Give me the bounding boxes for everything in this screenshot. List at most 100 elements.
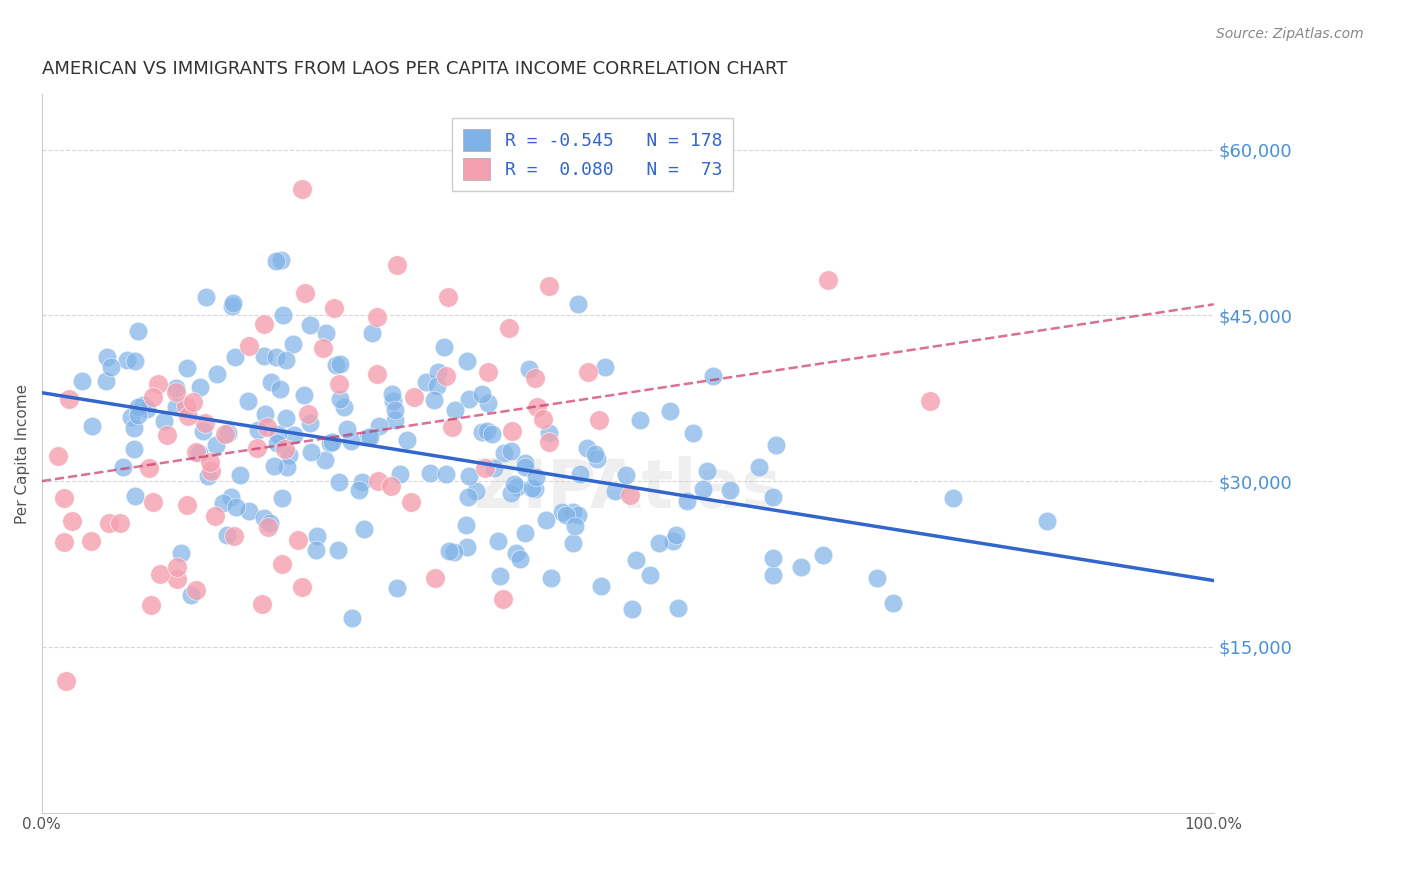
Point xyxy=(702,368,724,383)
Point xyxy=(426,379,449,393)
Point xyxy=(425,571,447,585)
Point xyxy=(212,496,235,510)
Point xyxy=(181,394,204,409)
Point xyxy=(616,467,638,482)
Point xyxy=(620,602,643,616)
Point xyxy=(676,493,699,508)
Point xyxy=(298,417,321,431)
Point xyxy=(224,350,246,364)
Point xyxy=(266,435,288,450)
Point xyxy=(298,318,321,332)
Point xyxy=(387,581,409,595)
Point xyxy=(506,480,529,494)
Point xyxy=(353,522,375,536)
Point xyxy=(357,430,380,444)
Point xyxy=(509,552,531,566)
Point xyxy=(321,434,343,449)
Point xyxy=(1036,515,1059,529)
Point xyxy=(865,571,887,585)
Point xyxy=(384,413,406,427)
Point xyxy=(207,367,229,381)
Point xyxy=(46,449,69,463)
Point xyxy=(481,427,503,442)
Point xyxy=(260,376,283,390)
Legend: R = -0.545   N = 178, R =  0.080   N =  73: R = -0.545 N = 178, R = 0.080 N = 73 xyxy=(453,118,733,191)
Point xyxy=(538,435,561,450)
Point xyxy=(82,418,104,433)
Point xyxy=(138,460,160,475)
Point xyxy=(456,540,478,554)
Point xyxy=(254,407,277,421)
Point xyxy=(664,528,686,542)
Point xyxy=(149,566,172,581)
Point xyxy=(505,546,527,560)
Point xyxy=(718,483,741,497)
Point xyxy=(276,459,298,474)
Point xyxy=(436,368,458,383)
Point xyxy=(366,310,388,325)
Point xyxy=(593,359,616,374)
Point xyxy=(110,516,132,530)
Point xyxy=(464,483,486,498)
Point xyxy=(576,365,599,379)
Text: AMERICAN VS IMMIGRANTS FROM LAOS PER CAPITA INCOME CORRELATION CHART: AMERICAN VS IMMIGRANTS FROM LAOS PER CAP… xyxy=(42,60,787,78)
Point xyxy=(333,400,356,414)
Point xyxy=(474,461,496,475)
Point xyxy=(457,469,479,483)
Point xyxy=(229,467,252,482)
Point xyxy=(457,490,479,504)
Point xyxy=(297,407,319,421)
Point xyxy=(328,475,350,489)
Point xyxy=(271,308,294,322)
Point xyxy=(120,409,142,424)
Point xyxy=(142,390,165,404)
Point xyxy=(58,392,80,406)
Point xyxy=(569,467,592,482)
Point xyxy=(224,529,246,543)
Point xyxy=(385,258,408,272)
Point xyxy=(692,482,714,496)
Point xyxy=(305,543,328,558)
Point xyxy=(349,483,371,498)
Point xyxy=(659,404,682,418)
Point xyxy=(166,559,188,574)
Point xyxy=(491,592,513,607)
Point xyxy=(146,376,169,391)
Point xyxy=(501,444,523,458)
Point xyxy=(503,477,526,491)
Point xyxy=(263,458,285,473)
Point xyxy=(551,505,574,519)
Point xyxy=(246,423,269,437)
Point xyxy=(942,491,965,506)
Point xyxy=(561,505,583,519)
Point xyxy=(624,552,647,566)
Point xyxy=(127,324,149,338)
Point xyxy=(396,433,419,447)
Point xyxy=(170,545,193,559)
Point xyxy=(195,289,218,303)
Point xyxy=(281,336,304,351)
Point xyxy=(638,567,661,582)
Point xyxy=(100,359,122,374)
Point xyxy=(256,520,278,534)
Point xyxy=(564,519,586,533)
Point xyxy=(188,380,211,394)
Point xyxy=(314,453,336,467)
Point xyxy=(166,572,188,586)
Text: Source: ZipAtlas.com: Source: ZipAtlas.com xyxy=(1216,27,1364,41)
Point xyxy=(339,434,361,448)
Point xyxy=(259,516,281,530)
Point xyxy=(292,387,315,401)
Point xyxy=(440,420,463,434)
Point xyxy=(486,533,509,548)
Point xyxy=(299,445,322,459)
Point xyxy=(661,534,683,549)
Point xyxy=(325,358,347,372)
Point xyxy=(477,396,499,410)
Point xyxy=(267,427,290,442)
Point xyxy=(524,482,547,496)
Point xyxy=(380,479,402,493)
Point xyxy=(336,422,359,436)
Point xyxy=(762,568,785,582)
Point xyxy=(401,494,423,508)
